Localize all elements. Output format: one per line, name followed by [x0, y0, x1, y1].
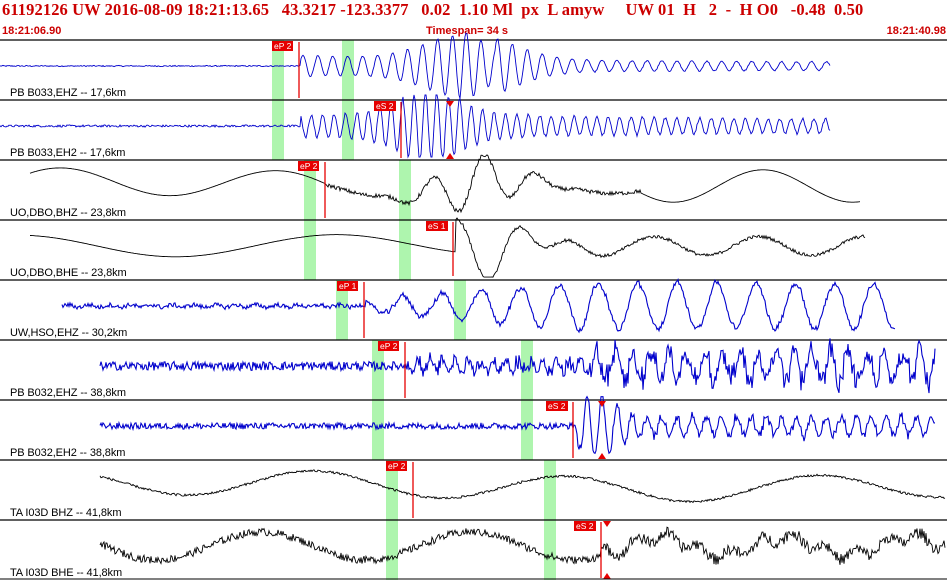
trace-label: PB B033,EHZ -- 17,6km [10, 87, 126, 99]
phase-window [544, 520, 556, 580]
end-time: 18:21:40.98 [886, 25, 946, 37]
phase-window [342, 100, 354, 160]
phase-window [372, 400, 384, 460]
waveform [61, 278, 896, 334]
pick-label[interactable]: eS 2 [546, 401, 568, 411]
trace-label: UW,HSO,EHZ -- 30,2km [10, 327, 128, 339]
waveform [99, 469, 946, 504]
pick-label[interactable]: eP 2 [272, 41, 294, 51]
phase-window [272, 100, 284, 160]
polarity-arrow-down [446, 101, 454, 107]
trace-row[interactable] [0, 278, 947, 340]
waveform [99, 526, 946, 565]
phase-window [372, 340, 384, 400]
phase-window [521, 340, 533, 400]
event-summary: 61192126 UW 2016-08-09 18:21:13.65 43.32… [2, 0, 864, 19]
trace-row[interactable] [0, 94, 947, 160]
pick-label[interactable]: eS 1 [426, 221, 448, 231]
trace-label: PB B032,EHZ -- 38,8km [10, 387, 126, 399]
waveform [99, 395, 935, 455]
timespan-label: Timespan= 34 s [426, 25, 509, 37]
waveform [29, 154, 861, 214]
phase-window [304, 160, 316, 220]
polarity-arrow-up [603, 573, 611, 579]
phase-window [399, 160, 411, 220]
phase-window [386, 460, 398, 520]
phase-window [336, 280, 348, 340]
trace-label: UO,DBO,BHZ -- 23,8km [10, 207, 126, 219]
trace-label: UO,DBO,BHE -- 23,8km [10, 267, 127, 279]
phase-window [304, 220, 316, 280]
pick-label[interactable]: eP 2 [298, 161, 320, 171]
pick-label[interactable]: eP 1 [337, 281, 359, 291]
trace-label: PB B032,EH2 -- 38,8km [10, 447, 126, 459]
pick-label[interactable]: eS 2 [574, 521, 596, 531]
trace-row[interactable] [0, 519, 947, 580]
waveform [0, 32, 831, 99]
waveform [0, 94, 831, 159]
polarity-arrow-down [598, 401, 606, 407]
pick-label[interactable]: eS 2 [374, 101, 396, 111]
pick-label[interactable]: eP 2 [386, 461, 408, 471]
polarity-arrow-up [446, 153, 454, 159]
waveform [99, 338, 936, 394]
phase-window [386, 520, 398, 580]
event-header: 61192126 UW 2016-08-09 18:21:13.65 43.32… [0, 0, 947, 24]
start-time: 18:21:06.90 [2, 25, 62, 37]
trace-label: PB B033,EH2 -- 17,6km [10, 147, 126, 159]
trace-row[interactable] [0, 459, 947, 520]
waveform [30, 217, 866, 278]
pick-label[interactable]: eP 2 [378, 341, 400, 351]
trace-label: TA I03D BHZ -- 41,8km [10, 507, 122, 519]
trace-row[interactable] [0, 395, 947, 460]
trace-label: TA I03D BHE -- 41,8km [10, 567, 123, 579]
phase-window [454, 280, 466, 340]
phase-window [521, 400, 533, 460]
polarity-arrow-up [598, 453, 606, 459]
phase-window [342, 40, 354, 100]
trace-row[interactable] [0, 338, 947, 400]
polarity-arrow-down [603, 521, 611, 527]
phase-window [544, 460, 556, 520]
trace-row[interactable] [0, 32, 947, 100]
trace-row[interactable] [0, 154, 947, 220]
trace-row[interactable] [0, 217, 947, 280]
phase-window [399, 220, 411, 280]
phase-window [272, 40, 284, 100]
